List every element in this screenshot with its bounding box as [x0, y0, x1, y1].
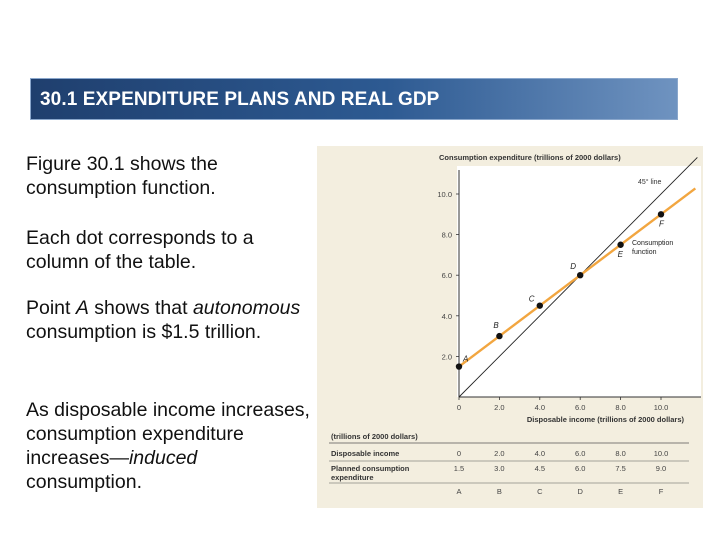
paragraph-each-dot: Each dot corresponds to a column of the … [26, 227, 254, 273]
paragraph-induced-consumption: As disposable income increases, consumpt… [26, 398, 311, 494]
table-column-letter: F [659, 487, 664, 496]
x-tick-label: 8.0 [615, 403, 625, 412]
point-label: F [659, 219, 665, 228]
x-tick-label: 4.0 [535, 403, 545, 412]
x-tick-label: 0 [457, 403, 461, 412]
table-column-letter: D [577, 487, 583, 496]
y-tick-label: 2.0 [442, 352, 452, 361]
data-point-d [577, 272, 584, 279]
table-cell: 7.5 [615, 464, 625, 473]
consumption-chart: Consumption expenditure (trillions of 20… [329, 153, 701, 496]
y-tick-label: 4.0 [442, 312, 452, 321]
table-cell: 1.5 [454, 464, 464, 473]
text-run: consumption is $1.5 trillion. [26, 321, 262, 343]
x-axis-label: Disposable income (trillions of 2000 dol… [527, 415, 685, 424]
data-point-b [496, 332, 503, 340]
forty-five-line-label: 45° line [638, 178, 662, 186]
consumption-function-label: Consumption function [632, 240, 673, 256]
table-cell: 9.0 [656, 464, 666, 473]
point-label: C [529, 295, 535, 304]
table-column-letter: C [537, 487, 543, 496]
table-column-letter: E [618, 487, 623, 496]
table-cell: 0 [457, 449, 461, 458]
point-label: B [493, 321, 499, 330]
table-cell: 6.0 [575, 449, 585, 458]
table-column-letter: A [456, 487, 461, 496]
paragraph-consumption-function: Figure 30.1 shows the consumption functi… [26, 153, 218, 199]
point-label: E [618, 250, 624, 259]
text-run: shows that [88, 297, 193, 319]
table-column-letter: B [497, 487, 502, 496]
data-table: (trillions of 2000 dollars) Disposable i… [329, 432, 689, 496]
x-tick-label: 2.0 [494, 403, 504, 412]
text-run-italic: A [75, 297, 89, 319]
data-point-c [536, 302, 543, 309]
cf-label-line1: Consumption [632, 240, 673, 247]
x-tick-label: 6.0 [575, 403, 585, 412]
text-run: Point [26, 297, 76, 319]
row-label-planned-consumption: Planned consumption expenditure [331, 464, 410, 482]
text-run: consumption. [26, 471, 142, 493]
table-cell: 3.0 [494, 464, 504, 473]
text-run-italic: induced [128, 447, 198, 469]
consumption-figure: Consumption expenditure (trillions of 20… [317, 146, 703, 508]
table-cell: 4.0 [535, 449, 545, 458]
y-axis-label: Consumption expenditure (trillions of 20… [439, 153, 621, 162]
text-run-italic: autonomous [192, 297, 301, 319]
y-tick-label: 10.0 [437, 190, 452, 199]
text-run: As disposable income increases, consumpt… [26, 399, 310, 469]
table-cell: 10.0 [654, 449, 669, 458]
cf-label-line2: function [632, 249, 657, 256]
table-cell: 2.0 [494, 449, 504, 458]
table-cell: 6.0 [575, 464, 585, 473]
table-cell: 4.5 [535, 464, 545, 473]
slide-title-bar: 30.1 EXPENDITURE PLANS AND REAL GDP [30, 78, 678, 120]
paragraph-point-a: Point A shows that autonomous consumptio… [26, 296, 311, 344]
table-cell: 8.0 [615, 449, 625, 458]
row-label-line1: Planned consumption [331, 464, 410, 473]
y-tick-label: 8.0 [442, 231, 452, 240]
table-units: (trillions of 2000 dollars) [331, 432, 418, 441]
y-tick-label: 6.0 [442, 271, 452, 280]
x-tick-label: 10.0 [654, 403, 669, 412]
slide-title: 30.1 EXPENDITURE PLANS AND REAL GDP [40, 89, 440, 110]
data-point-a [455, 363, 463, 370]
point-label: A [462, 355, 468, 364]
data-point-e [617, 241, 624, 248]
point-label: D [570, 262, 576, 271]
data-point-f [657, 211, 665, 218]
row-label-line2: expenditure [331, 473, 374, 482]
row-label-disposable-income: Disposable income [331, 449, 399, 458]
